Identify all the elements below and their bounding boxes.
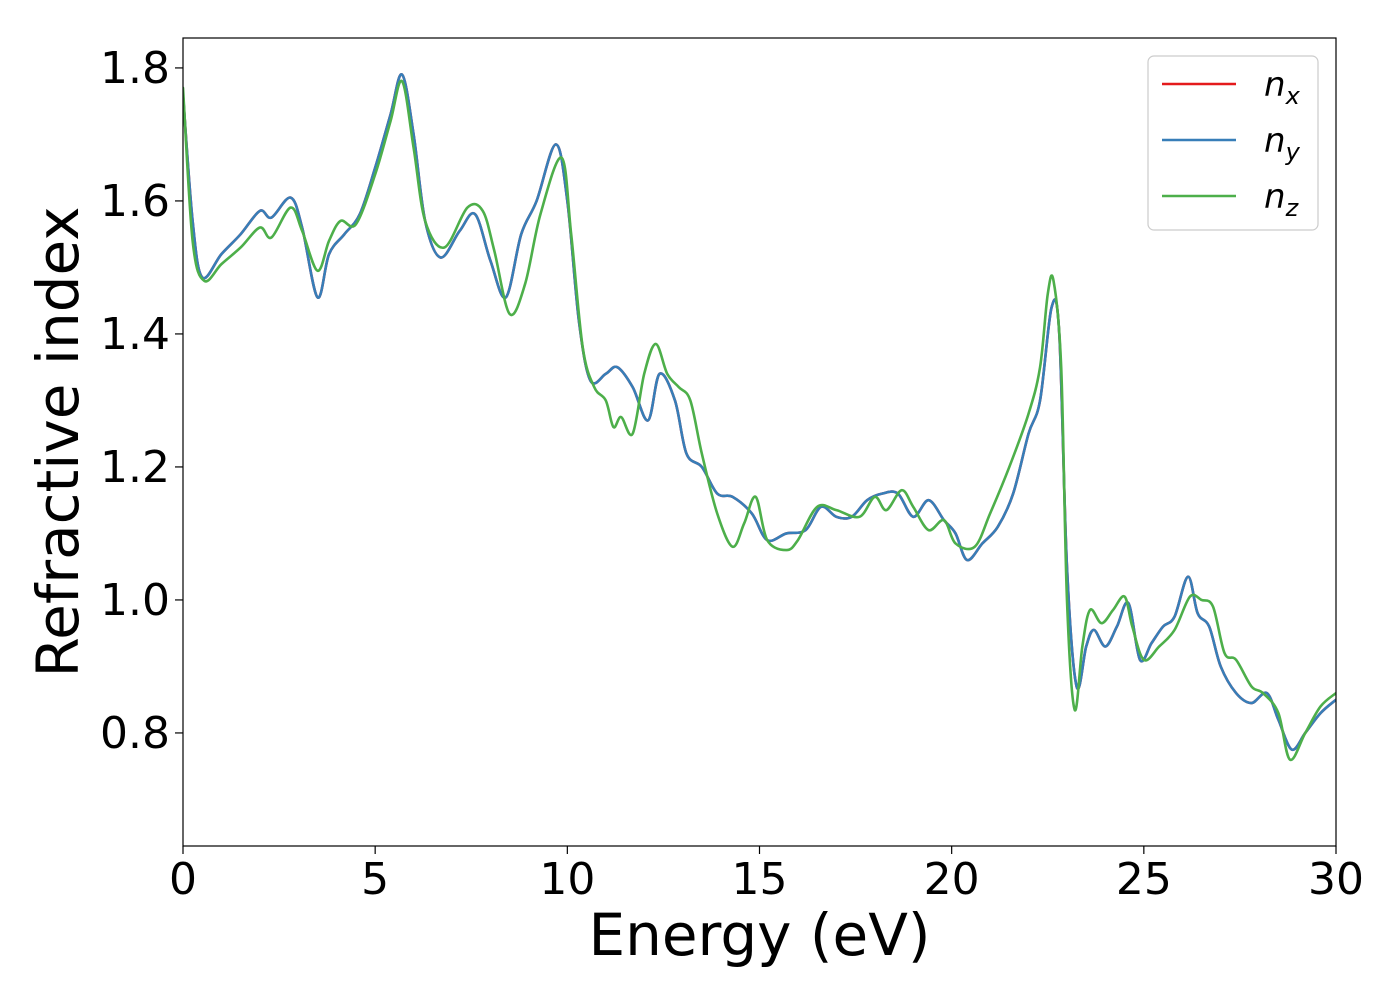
y-tick-label: 1.4 <box>100 309 170 360</box>
y-tick-label: 1.0 <box>100 575 170 626</box>
legend-label-y: ny <box>1264 121 1301 166</box>
y-axis-title: Refractive index <box>24 206 92 677</box>
series-layer <box>183 73 1336 762</box>
series-line-ny <box>183 73 1336 752</box>
legend-box <box>1147 55 1319 231</box>
x-tick-label: 25 <box>1116 854 1172 905</box>
legend-label-z: nz <box>1264 177 1300 222</box>
y-axis-ticks: 0.8 1.0 1.2 1.4 1.6 1.8 <box>100 43 183 759</box>
x-axis-ticks: 0 5 10 15 20 25 30 <box>169 846 1364 905</box>
y-tick-label: 1.8 <box>100 43 170 94</box>
legend: nx ny nz <box>1147 55 1319 231</box>
x-tick-label: 0 <box>169 854 197 905</box>
y-tick-label: 1.2 <box>100 442 170 493</box>
x-tick-label: 30 <box>1308 854 1364 905</box>
x-axis-title: Energy (eV) <box>588 901 930 969</box>
series-line-nz <box>183 79 1336 762</box>
y-tick-label: 0.8 <box>100 708 170 759</box>
x-tick-label: 15 <box>732 854 788 905</box>
x-tick-label: 20 <box>924 854 980 905</box>
x-tick-label: 10 <box>539 854 595 905</box>
legend-label-x: nx <box>1264 65 1301 110</box>
y-tick-label: 1.6 <box>100 176 170 227</box>
x-tick-label: 5 <box>361 854 389 905</box>
